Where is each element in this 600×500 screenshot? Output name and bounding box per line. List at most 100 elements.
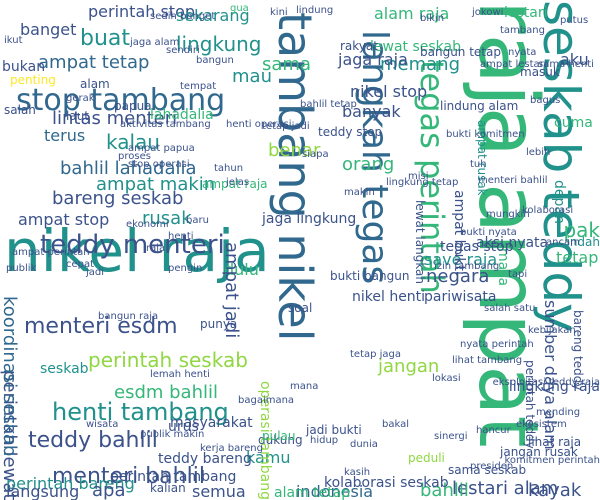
cloud-word: lihat tambang [452,355,523,366]
cloud-word: sinergi [434,431,468,442]
cloud-word: pulau [262,429,296,443]
cloud-word: langsung [6,482,80,500]
cloud-word: aktivitas tambang [120,119,211,130]
cloud-word: bukti komitmen [446,129,525,140]
cloud-word: sama henti [538,59,594,70]
cloud-word: kalian [150,481,186,495]
cloud-word: ampat raja [202,177,268,191]
cloud-word: ampat stop [18,210,110,229]
cloud-word: misi [408,171,429,182]
cloud-word: nyata perintah [460,339,534,350]
cloud-word: mau [232,66,272,87]
cloud-word: peduli [408,451,445,465]
cloud-word: sendiri [166,45,200,56]
cloud-word: tetap jaga [350,349,402,360]
cloud-word: masyarakat [170,415,253,431]
cloud-word: hidup [310,435,339,446]
cloud-word: ampat tetap [38,52,150,73]
cloud-word: bangun tetap [420,45,501,59]
cloud-word: bakal [382,419,409,430]
cloud-word: sekarang [176,6,250,25]
cloud-word: jaga raja [338,50,408,69]
cloud-word: eksploitasi teddy raja [492,377,600,388]
cloud-word: sama [262,54,311,75]
cloud-word: dunia [350,439,378,450]
cloud-word: bagaimana [238,395,295,406]
cloud-word: banget [20,20,77,39]
cloud-word: soal [288,301,313,315]
cloud-word: kayak [528,480,582,500]
cloud-word: sama seskab [448,463,527,477]
cloud-word: semua [192,482,246,500]
cloud-word: ancam [546,237,580,248]
cloud-word: lestari [504,5,548,21]
cloud-word: jangan [378,356,440,377]
cloud-word: lingkung [176,32,262,56]
cloud-word: lingkung raja [508,379,600,395]
cloud-word: izin tambang [434,261,500,272]
cloud-word: jaga lingkung [262,211,357,227]
cloud-word: bukan [2,59,46,75]
cloud-word: tempat [180,81,217,92]
cloud-word: jaga alam [130,37,180,48]
cloud-word: ampat papua [128,143,195,154]
cloud-word: ampat lestari [480,59,547,70]
cloud-word: ampat perintah [12,247,90,258]
cloud-word: alam tetap [274,485,351,500]
cloud-word: bahlil lahadalia [60,158,197,179]
cloud-word: stop operasi [128,159,190,170]
cloud-word: lewat langkah [413,200,427,285]
cloud-word: bukti bangun [330,269,410,283]
cloud-word: bangun [196,55,234,66]
cloud-word: seskab [40,361,89,377]
cloud-word: mana [290,381,319,392]
cloud-word: jelas [226,177,250,188]
cloud-word: publik makin [140,429,205,440]
cloud-word: lemah henti [150,369,210,380]
cloud-word: perintah bareng [6,474,135,493]
cloud-word: bangun raja [98,311,159,322]
cloud-word: cepat [66,259,95,270]
cloud-word: urus [168,419,199,435]
cloud-word: tegas stop [440,239,514,255]
cloud-word: jadi bukti [306,423,362,437]
cloud-word: pak [563,218,600,242]
cloud-word: tahun [214,163,244,174]
cloud-word: ikut [4,35,23,46]
cloud-word: masuk [520,65,560,79]
cloud-word: pariwisata [424,289,497,305]
cloud-word: dukung [258,433,303,447]
cloud-word: salah [4,103,36,117]
cloud-word: dulu [224,260,259,279]
cloud-word: lingkung tetap [386,177,459,188]
cloud-word: salah satu [484,303,536,314]
cloud-word: bahlil [420,480,469,500]
cloud-word: alam raja [374,4,450,23]
cloud-word: lihat raja [528,435,582,449]
cloud-word: nikel raja [4,217,270,285]
cloud-word: koordinasi seskab [0,296,20,457]
cloud-word: laut [66,109,89,123]
cloud-word: apa [92,480,126,500]
cloud-word: wisata [86,419,119,430]
cloud-word: perintah seskab [88,348,248,372]
cloud-word: depan [551,180,567,224]
cloud-word: rakyat [340,39,378,53]
cloud-word: lintas menteri [52,108,178,129]
cloud-word: makin [344,187,375,198]
cloud-word: penting [10,73,56,87]
cloud-word: lewat seskab [370,39,461,55]
cloud-word: gua [230,3,249,14]
cloud-word: ekosistem [516,419,567,430]
cloud-word: henti operasi [226,119,292,130]
cloud-word: ampat makin [96,174,216,195]
cloud-word: putus [560,15,589,26]
cloud-word: kolaborasi [522,205,574,216]
cloud-word: cuma [554,115,593,131]
cloud-word: banyak [342,102,401,121]
cloud-word: nikel henti [352,289,426,305]
cloud-word: tambang [500,25,545,36]
cloud-word: lindung [296,5,334,16]
cloud-word: raja [146,243,166,254]
